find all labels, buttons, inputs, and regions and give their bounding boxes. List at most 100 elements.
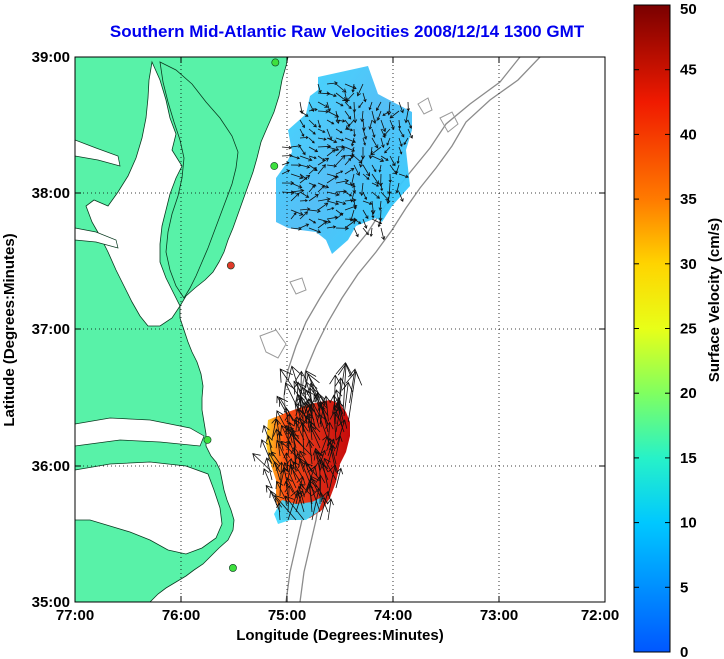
vector-arrow [299,164,311,169]
vector-arrow [319,490,331,521]
vector-arrow [335,212,344,220]
vector-arrow [335,83,347,93]
vector-arrow [334,399,344,427]
vector-arrow [335,128,343,134]
vector-arrow [319,435,329,457]
x-tick-label: 72:00 [581,607,619,624]
vector-arrow [274,494,297,521]
vector-arrow [378,173,383,187]
vector-arrow [262,468,273,489]
vector-arrow [382,110,391,116]
vector-arrow [335,154,346,166]
vector-arrow [386,137,391,146]
y-tick-label: 36:00 [32,458,70,475]
vector-arrow [348,368,360,403]
vector-arrow [398,101,404,114]
vector-arrow [308,137,315,144]
vector-arrow [344,119,351,127]
vector-arrow [290,155,301,160]
colorbar-tick-label: 30 [680,256,697,273]
vector-arrow [326,437,337,465]
vector-arrow [377,218,382,228]
vector-arrow [317,185,326,193]
vector-arrow [295,489,305,513]
north-velocity-field [276,66,412,254]
vector-arrow [295,475,306,505]
vector-arrow [353,164,360,176]
vector-arrow [276,502,283,521]
vector-arrow [299,199,308,203]
vector-arrow [299,119,305,129]
vector-arrow [290,144,302,148]
vector-arrow [326,207,335,211]
radar-station [271,58,280,67]
vector-arrow [326,92,337,98]
vector-arrow [308,167,317,175]
vector-arrow [317,128,326,133]
vector-arrow [368,101,373,111]
vector-arrow [350,137,355,147]
vector-arrow [335,101,344,107]
vector-arrow [302,381,320,428]
vector-arrow [317,119,322,129]
vector-arrow [290,209,304,216]
vector-arrow [290,182,303,189]
vector-arrow [362,164,370,177]
vector-arrow [293,415,300,433]
vector-arrow [275,461,287,497]
vector-arrow [299,110,309,117]
colorbar-tick-label: 40 [680,126,697,143]
colorbar-label: Surface Velocity (cm/s) [706,218,723,382]
vector-arrow [260,439,273,465]
vector-arrow [335,200,347,205]
vector-arrow [299,155,313,162]
vector-arrow [335,419,348,449]
vector-arrow [290,226,302,231]
vector-arrow [299,174,311,184]
vector-arrow [284,484,294,513]
vector-arrow [306,387,316,414]
north-vector-arrows [281,81,413,241]
vector-arrow [319,462,329,489]
vector-arrow [370,146,382,156]
vector-arrow [362,227,369,236]
vector-arrow [281,190,296,195]
vector-arrow [362,200,373,205]
vector-arrow [398,137,403,147]
vector-arrow [281,169,291,175]
radar-stations [203,58,280,572]
y-tick-label: 39:00 [32,49,70,66]
vector-arrow [371,209,375,219]
vector-arrow [362,209,369,220]
vector-arrow [326,81,338,86]
vector-arrow [344,157,352,166]
radar-station [270,162,279,170]
vector-arrow [329,374,341,411]
vector-arrow [287,489,301,521]
vector-arrow [294,381,302,405]
vector-arrow [389,155,396,167]
vector-arrow [368,119,373,130]
vector-arrow [290,173,304,180]
vector-arrow [380,227,386,241]
vector-arrow [297,422,309,457]
delmarva-peninsula [159,61,239,299]
vector-arrow [290,192,300,202]
colorbar-tick-label: 5 [680,579,688,596]
vector-arrow [335,189,348,194]
vector-arrow [299,483,313,497]
vector-arrow [344,101,352,110]
vector-arrow [290,446,299,473]
vector-arrow [326,175,338,184]
vector-arrow [376,110,382,121]
vector-arrow [371,191,380,199]
vector-arrow [358,101,364,109]
y-tick-label: 35:00 [32,594,70,611]
vector-arrow [371,110,377,124]
colorbar-tick-label: 20 [680,385,697,402]
bay-water-west [75,139,121,167]
vector-arrow [315,474,326,505]
vector-arrow [317,101,329,108]
vector-arrow [371,137,379,149]
